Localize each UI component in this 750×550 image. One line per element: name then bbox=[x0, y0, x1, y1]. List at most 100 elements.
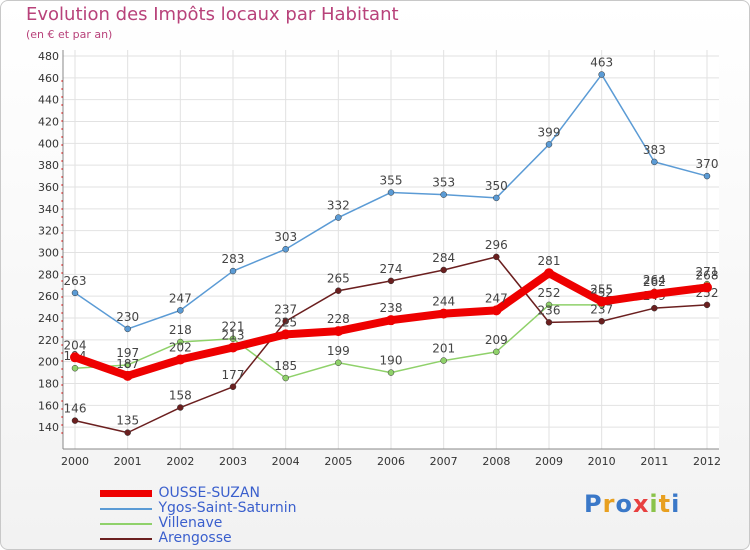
data-label: 135 bbox=[116, 414, 139, 428]
y-tick-label: 400 bbox=[38, 137, 59, 150]
data-label: 247 bbox=[485, 291, 508, 305]
data-point bbox=[282, 318, 289, 325]
data-label: 238 bbox=[380, 301, 403, 315]
data-label: 255 bbox=[590, 283, 613, 297]
data-label: 264 bbox=[643, 273, 666, 287]
data-point bbox=[229, 335, 237, 342]
data-point bbox=[71, 417, 79, 424]
y-tick-label: 140 bbox=[38, 421, 59, 434]
legend-label: OUSSE-SUZAN bbox=[158, 485, 260, 501]
x-tick-label: 2008 bbox=[482, 455, 510, 468]
data-label: 197 bbox=[116, 346, 139, 360]
data-point bbox=[387, 369, 395, 376]
x-tick-label: 2002 bbox=[166, 455, 194, 468]
data-point bbox=[438, 308, 449, 319]
data-label: 177 bbox=[222, 368, 245, 382]
data-point bbox=[598, 318, 605, 325]
data-label: 244 bbox=[432, 295, 455, 309]
data-point bbox=[387, 189, 395, 196]
data-point bbox=[545, 301, 553, 309]
logo-letter: o bbox=[615, 490, 633, 518]
y-tick-label: 280 bbox=[38, 268, 59, 281]
y-tick-label: 160 bbox=[38, 399, 59, 412]
x-tick-label: 2011 bbox=[640, 455, 668, 468]
data-point bbox=[544, 268, 554, 279]
y-tick-label: 260 bbox=[38, 290, 59, 303]
data-label: 303 bbox=[274, 230, 297, 244]
data-point bbox=[440, 191, 447, 198]
data-label: 213 bbox=[222, 328, 245, 342]
y-tick-label: 300 bbox=[38, 247, 59, 260]
data-label: 296 bbox=[485, 238, 508, 252]
data-label: 281 bbox=[538, 254, 561, 268]
data-label: 221 bbox=[222, 320, 245, 334]
logo-letter: i bbox=[671, 490, 681, 518]
data-point bbox=[491, 305, 502, 316]
x-tick-label: 2009 bbox=[535, 455, 563, 468]
data-point bbox=[493, 253, 500, 261]
legend-item-arengosse[interactable]: Arengosse bbox=[100, 531, 297, 546]
logo-letter: i bbox=[649, 490, 659, 518]
data-label: 399 bbox=[538, 125, 561, 139]
data-label: 383 bbox=[643, 143, 666, 157]
chart-subtitle: (en € et par an) bbox=[26, 28, 113, 41]
data-point bbox=[333, 326, 344, 337]
data-point bbox=[175, 354, 186, 365]
data-label: 370 bbox=[696, 157, 719, 171]
data-point bbox=[177, 338, 184, 346]
x-tick-label: 2004 bbox=[272, 455, 300, 468]
data-label: 236 bbox=[538, 303, 561, 317]
y-tick-label: 220 bbox=[38, 334, 59, 347]
data-label: 355 bbox=[380, 173, 403, 187]
legend-item-villenave[interactable]: Villenave bbox=[100, 516, 297, 531]
data-label: 265 bbox=[327, 272, 350, 286]
data-point bbox=[124, 361, 131, 369]
x-tick-label: 2012 bbox=[693, 455, 721, 468]
x-tick-label: 2006 bbox=[377, 455, 405, 468]
legend-swatch-ousse-suzan bbox=[100, 490, 152, 497]
legend-item-ygos-saint-saturnin[interactable]: Ygos-Saint-Saturnin bbox=[100, 501, 297, 516]
x-tick-label: 2005 bbox=[324, 455, 352, 468]
legend: OUSSE-SUZAN Ygos-Saint-Saturnin Villenav… bbox=[100, 486, 297, 546]
data-label: 204 bbox=[64, 338, 87, 352]
data-point bbox=[545, 141, 553, 148]
x-tick-label: 2007 bbox=[430, 455, 458, 468]
data-label: 268 bbox=[696, 268, 719, 282]
data-label: 284 bbox=[432, 251, 455, 265]
data-label: 353 bbox=[432, 176, 455, 190]
y-tick-label: 200 bbox=[38, 356, 59, 369]
data-label: 201 bbox=[432, 342, 455, 356]
logo-letter: P bbox=[584, 490, 603, 518]
legend-label: Arengosse bbox=[158, 530, 232, 546]
data-point bbox=[387, 277, 395, 285]
data-point bbox=[229, 383, 237, 391]
data-label: 252 bbox=[538, 286, 561, 300]
data-point bbox=[177, 307, 184, 314]
legend-label: Villenave bbox=[158, 515, 223, 531]
data-point bbox=[177, 404, 184, 411]
data-point bbox=[386, 315, 396, 326]
x-tick-label: 2001 bbox=[114, 455, 142, 468]
data-label: 190 bbox=[380, 354, 403, 368]
chart-title: Evolution des Impôts locaux par Habitant bbox=[26, 4, 399, 25]
data-label: 271 bbox=[696, 265, 719, 279]
y-tick-label: 340 bbox=[38, 203, 59, 216]
data-point bbox=[596, 296, 607, 307]
data-point bbox=[335, 359, 342, 367]
data-label: 158 bbox=[169, 389, 192, 403]
logo-letter: t bbox=[658, 490, 672, 518]
data-point bbox=[649, 288, 660, 299]
data-label: 187 bbox=[116, 357, 139, 371]
data-point bbox=[702, 282, 712, 293]
data-label: 237 bbox=[590, 302, 613, 316]
legend-label: Ygos-Saint-Saturnin bbox=[158, 500, 297, 516]
data-label: 225 bbox=[274, 315, 297, 329]
logo-letter: r bbox=[602, 490, 616, 518]
data-point bbox=[545, 319, 553, 326]
y-tick-label: 420 bbox=[38, 116, 59, 129]
logo-letter: x bbox=[632, 490, 650, 518]
y-tick-label: 440 bbox=[38, 94, 59, 107]
data-label: 228 bbox=[327, 312, 350, 326]
legend-item-ousse-suzan[interactable]: OUSSE-SUZAN bbox=[100, 486, 297, 501]
